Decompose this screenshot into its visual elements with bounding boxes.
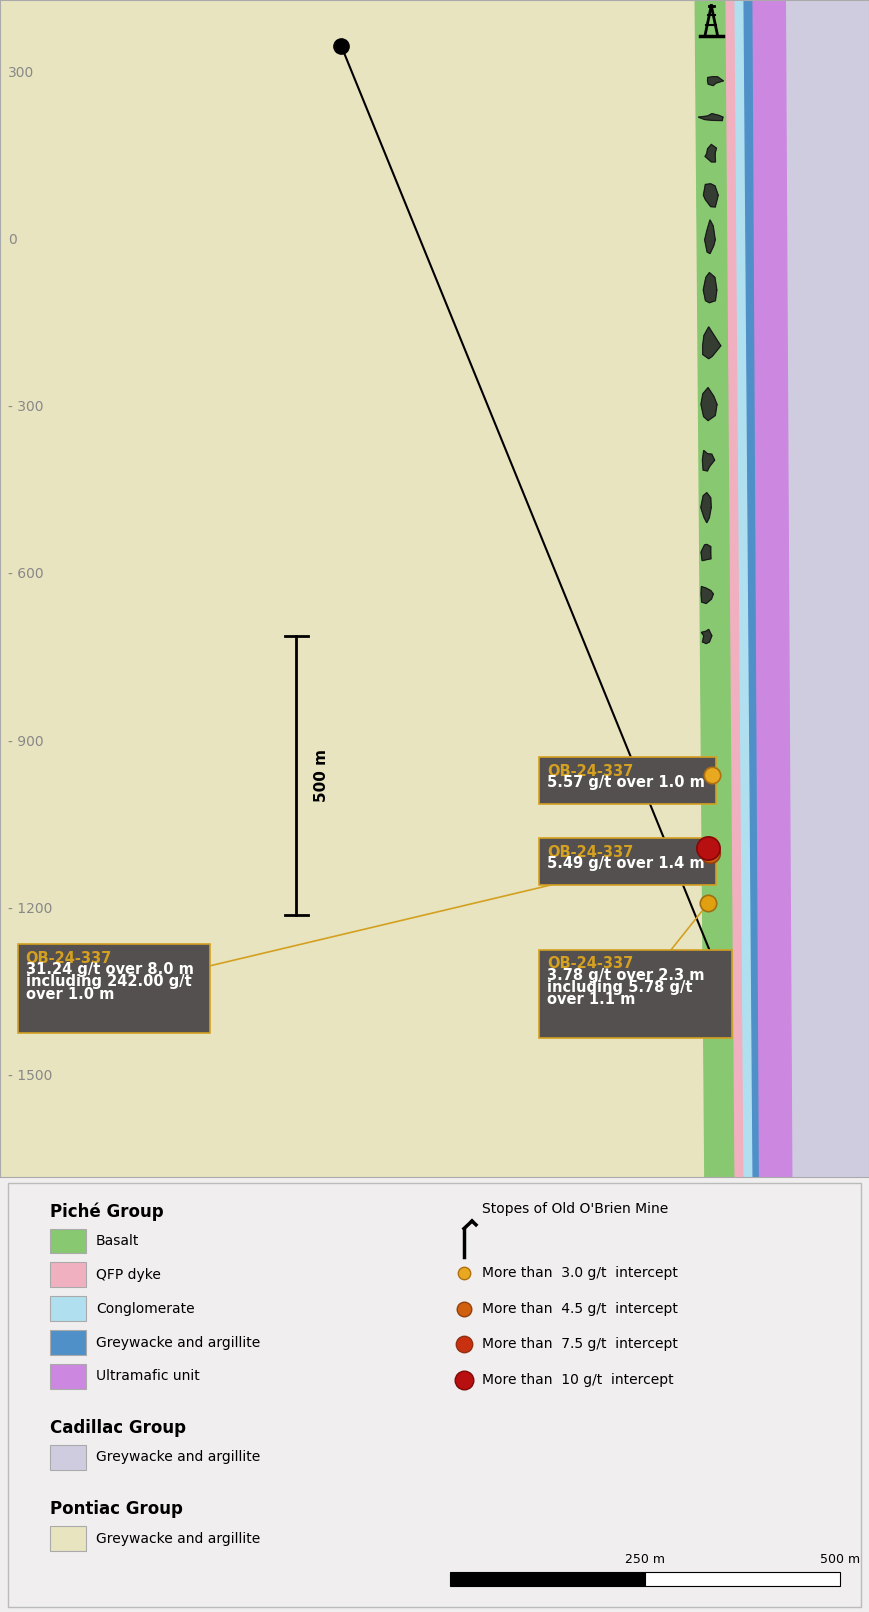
Text: More than  4.5 g/t  intercept: More than 4.5 g/t intercept (482, 1301, 678, 1315)
Point (701, 890, 715, 916)
Text: 500 m: 500 m (820, 1552, 860, 1565)
Text: Greywacke and argillite: Greywacke and argillite (96, 1336, 260, 1349)
Text: QFP dyke: QFP dyke (96, 1267, 161, 1282)
Bar (50, 1330, 86, 1354)
Point (457, 1261, 471, 1286)
Bar (450, 1572, 645, 1586)
Text: 300: 300 (8, 66, 34, 79)
Polygon shape (703, 327, 720, 359)
Polygon shape (701, 587, 713, 603)
Polygon shape (701, 387, 717, 421)
Point (701, 835, 715, 861)
Text: Greywacke and argillite: Greywacke and argillite (96, 1451, 260, 1464)
Text: OB-24-337: OB-24-337 (26, 951, 112, 966)
Polygon shape (703, 184, 718, 206)
FancyBboxPatch shape (540, 758, 716, 804)
FancyBboxPatch shape (540, 949, 732, 1038)
Polygon shape (701, 545, 711, 561)
FancyBboxPatch shape (540, 838, 716, 885)
Text: More than  7.5 g/t  intercept: More than 7.5 g/t intercept (482, 1338, 678, 1351)
Bar (50, 1527, 86, 1551)
Text: - 1200: - 1200 (8, 903, 52, 916)
Text: More than  3.0 g/t  intercept: More than 3.0 g/t intercept (482, 1265, 678, 1280)
Polygon shape (707, 77, 723, 85)
Point (705, 762, 719, 788)
Polygon shape (753, 0, 792, 1177)
FancyBboxPatch shape (18, 945, 210, 1033)
Text: Basalt: Basalt (96, 1233, 139, 1248)
Polygon shape (744, 0, 759, 1177)
Text: 5.57 g/t over 1.0 m: 5.57 g/t over 1.0 m (547, 775, 705, 790)
Text: OB-24-337: OB-24-337 (547, 764, 634, 779)
Text: Cadillac Group: Cadillac Group (50, 1419, 186, 1436)
Text: 5.49 g/t over 1.4 m: 5.49 g/t over 1.4 m (547, 856, 705, 870)
Polygon shape (702, 450, 714, 471)
Polygon shape (701, 629, 712, 643)
Text: - 600: - 600 (8, 567, 43, 582)
Polygon shape (749, 0, 760, 1177)
Polygon shape (753, 0, 869, 1177)
Point (457, 1367, 471, 1393)
Point (457, 1296, 471, 1322)
Polygon shape (699, 113, 723, 121)
Text: over 1.1 m: over 1.1 m (547, 991, 635, 1008)
Text: 500 m: 500 m (314, 748, 329, 801)
Text: Conglomerate: Conglomerate (96, 1301, 195, 1315)
Text: - 900: - 900 (8, 735, 43, 748)
Bar (645, 1572, 840, 1586)
Polygon shape (735, 0, 753, 1177)
Polygon shape (0, 0, 705, 1177)
Point (703, 840, 717, 866)
Point (457, 1332, 471, 1357)
Text: over 1.0 m: over 1.0 m (26, 987, 114, 1001)
Bar (50, 1446, 86, 1470)
Polygon shape (0, 0, 705, 1177)
Text: - 1500: - 1500 (8, 1069, 52, 1083)
Text: Stopes of Old O'Brien Mine: Stopes of Old O'Brien Mine (482, 1203, 668, 1215)
Text: OB-24-337: OB-24-337 (547, 845, 634, 859)
Text: Pontiac Group: Pontiac Group (50, 1499, 182, 1519)
Text: 0: 0 (8, 232, 17, 247)
Bar (50, 1262, 86, 1286)
Text: 31.24 g/t over 8.0 m: 31.24 g/t over 8.0 m (26, 962, 194, 977)
Text: - 300: - 300 (8, 400, 43, 414)
Bar (50, 1296, 86, 1320)
Polygon shape (695, 0, 735, 1177)
Polygon shape (726, 0, 744, 1177)
Text: Greywacke and argillite: Greywacke and argillite (96, 1531, 260, 1546)
Text: including 5.78 g/t: including 5.78 g/t (547, 980, 693, 995)
Text: 3.78 g/t over 2.3 m: 3.78 g/t over 2.3 m (547, 967, 705, 983)
Text: OB-24-337: OB-24-337 (547, 956, 634, 972)
Text: Ultramafic unit: Ultramafic unit (96, 1370, 200, 1383)
Bar (50, 1228, 86, 1253)
Text: Piché Group: Piché Group (50, 1203, 163, 1220)
Bar (50, 1364, 86, 1388)
Text: 250 m: 250 m (625, 1552, 665, 1565)
Polygon shape (700, 493, 711, 522)
Text: including 242.00 g/t: including 242.00 g/t (26, 974, 191, 990)
Polygon shape (705, 219, 715, 253)
Polygon shape (705, 145, 716, 161)
Polygon shape (703, 272, 717, 303)
Text: More than  10 g/t  intercept: More than 10 g/t intercept (482, 1373, 673, 1388)
